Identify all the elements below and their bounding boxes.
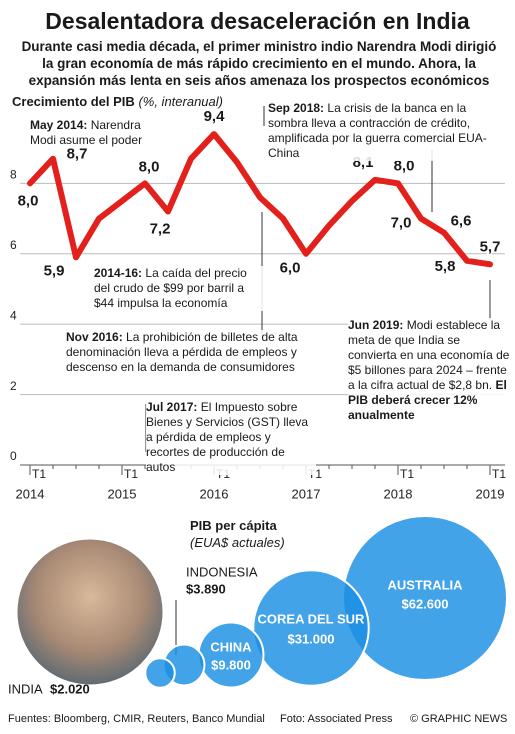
bubble-value: $62.600 xyxy=(402,596,449,611)
value-label: 8,7 xyxy=(67,146,88,163)
credit: © GRAPHIC NEWS xyxy=(410,713,508,725)
bubble-name: INDONESIA xyxy=(186,564,258,579)
bubble xyxy=(144,657,176,689)
value-label: 7,2 xyxy=(150,220,171,237)
annotation: Jul 2017: El Impuesto sobre Bienes y Ser… xyxy=(146,400,316,475)
annotation: May 2014: Narendra Modi asume el poder xyxy=(30,118,150,148)
annotation-body: La prohibición de billetes de alta denom… xyxy=(66,330,298,374)
sources: Fuentes: Bloomberg, CMIR, Reuters, Banco… xyxy=(8,713,265,725)
photo xyxy=(14,536,166,688)
x-tick-label: T1 xyxy=(32,467,46,481)
value-label: 5,7 xyxy=(480,238,501,255)
title: Desalentadora desaceleración en India xyxy=(45,8,470,34)
line xyxy=(27,131,493,268)
annotation-body: La caída del precio del crudo de $99 por… xyxy=(94,266,247,310)
annotation-body: La crisis de la banca en la sombra lleva… xyxy=(268,101,487,160)
annotation-lead: 2014-16: xyxy=(94,266,143,280)
value-label: 8,0 xyxy=(18,192,39,209)
annotation-lead: Nov 2016: xyxy=(66,330,123,344)
x-year-label: 2018 xyxy=(384,486,413,501)
annotation-tail: El PIB deberá crecer 12% anualmente xyxy=(348,378,507,422)
bubble-value: $3.890 xyxy=(186,581,226,596)
x-tick-label: T1 xyxy=(400,467,414,481)
bubble-name: COREA DEL SUR xyxy=(258,611,366,626)
value-label: 7,0 xyxy=(391,215,412,232)
annotation-lead: Jul 2017: xyxy=(146,400,198,414)
value-label: 6,0 xyxy=(280,260,301,277)
x-year-label: 2014 xyxy=(16,486,45,501)
bubble-value: $9.800 xyxy=(211,657,251,672)
photo-credit: Foto: Associated Press xyxy=(280,713,393,725)
bubble-name: AUSTRALIA xyxy=(387,577,463,592)
value-label: 9,4 xyxy=(204,108,226,125)
annotation-lead: Sep 2018: xyxy=(268,101,325,115)
value-label: 5,8 xyxy=(435,258,456,275)
x-tick-label: T1 xyxy=(124,467,138,481)
annotation-body: Modi establece la meta de que India se c… xyxy=(348,318,510,392)
chart-heading: Crecimiento del PIB (%, interanual) xyxy=(12,94,223,109)
x-year-label: 2016 xyxy=(200,486,229,501)
annotation-body: El Impuesto sobre Bienes y Servicios (GS… xyxy=(146,400,309,474)
x-year-label: 2015 xyxy=(108,486,137,501)
bubble-unit: (EUA$ actuales) xyxy=(190,535,285,550)
x-tick-label: T1 xyxy=(492,467,506,481)
annotation: Sep 2018: La crisis de la banca en la so… xyxy=(268,101,508,161)
annotation-lead: May 2014: xyxy=(30,118,88,132)
annotation-body: Narendra Modi asume el poder xyxy=(30,118,143,147)
y-tick-label: 8 xyxy=(10,168,17,182)
bubble-name: INDIA xyxy=(8,681,43,696)
chart-title: Crecimiento del PIB xyxy=(12,94,135,109)
bubble-chart: INDIA $2.020 INDONESIA $3.890 CHINA $9.800 COR… xyxy=(8,515,508,696)
chart-unit: (%, interanual) xyxy=(138,94,223,109)
bubble-title: PIB per cápita xyxy=(190,518,277,533)
value-label: 5,9 xyxy=(44,262,65,279)
bubble-value: $2.020 xyxy=(50,681,90,696)
value-label: 6,6 xyxy=(451,213,472,230)
annotation: Nov 2016: La prohibición de billetes de … xyxy=(66,330,310,375)
annotation: Jun 2019: Modi establece la meta de que … xyxy=(348,318,510,423)
annotation: 2014-16: La caída del precio del crudo d… xyxy=(94,266,264,311)
value-label: 8,0 xyxy=(139,158,160,175)
bubble xyxy=(197,621,265,689)
bubble-name: CHINA xyxy=(210,639,252,654)
x-year-label: 2019 xyxy=(476,486,505,501)
bubble-value: $31.000 xyxy=(288,631,335,646)
bubble xyxy=(252,569,370,687)
y-tick-label: 0 xyxy=(10,449,17,463)
subtitle: Durante casi media década, el primer min… xyxy=(21,39,497,88)
annotation-lead: Jun 2019: xyxy=(348,318,404,332)
y-tick-label: 6 xyxy=(10,238,17,252)
x-year-label: 2017 xyxy=(292,486,321,501)
y-tick-label: 4 xyxy=(10,308,17,322)
y-tick-label: 2 xyxy=(10,379,17,393)
